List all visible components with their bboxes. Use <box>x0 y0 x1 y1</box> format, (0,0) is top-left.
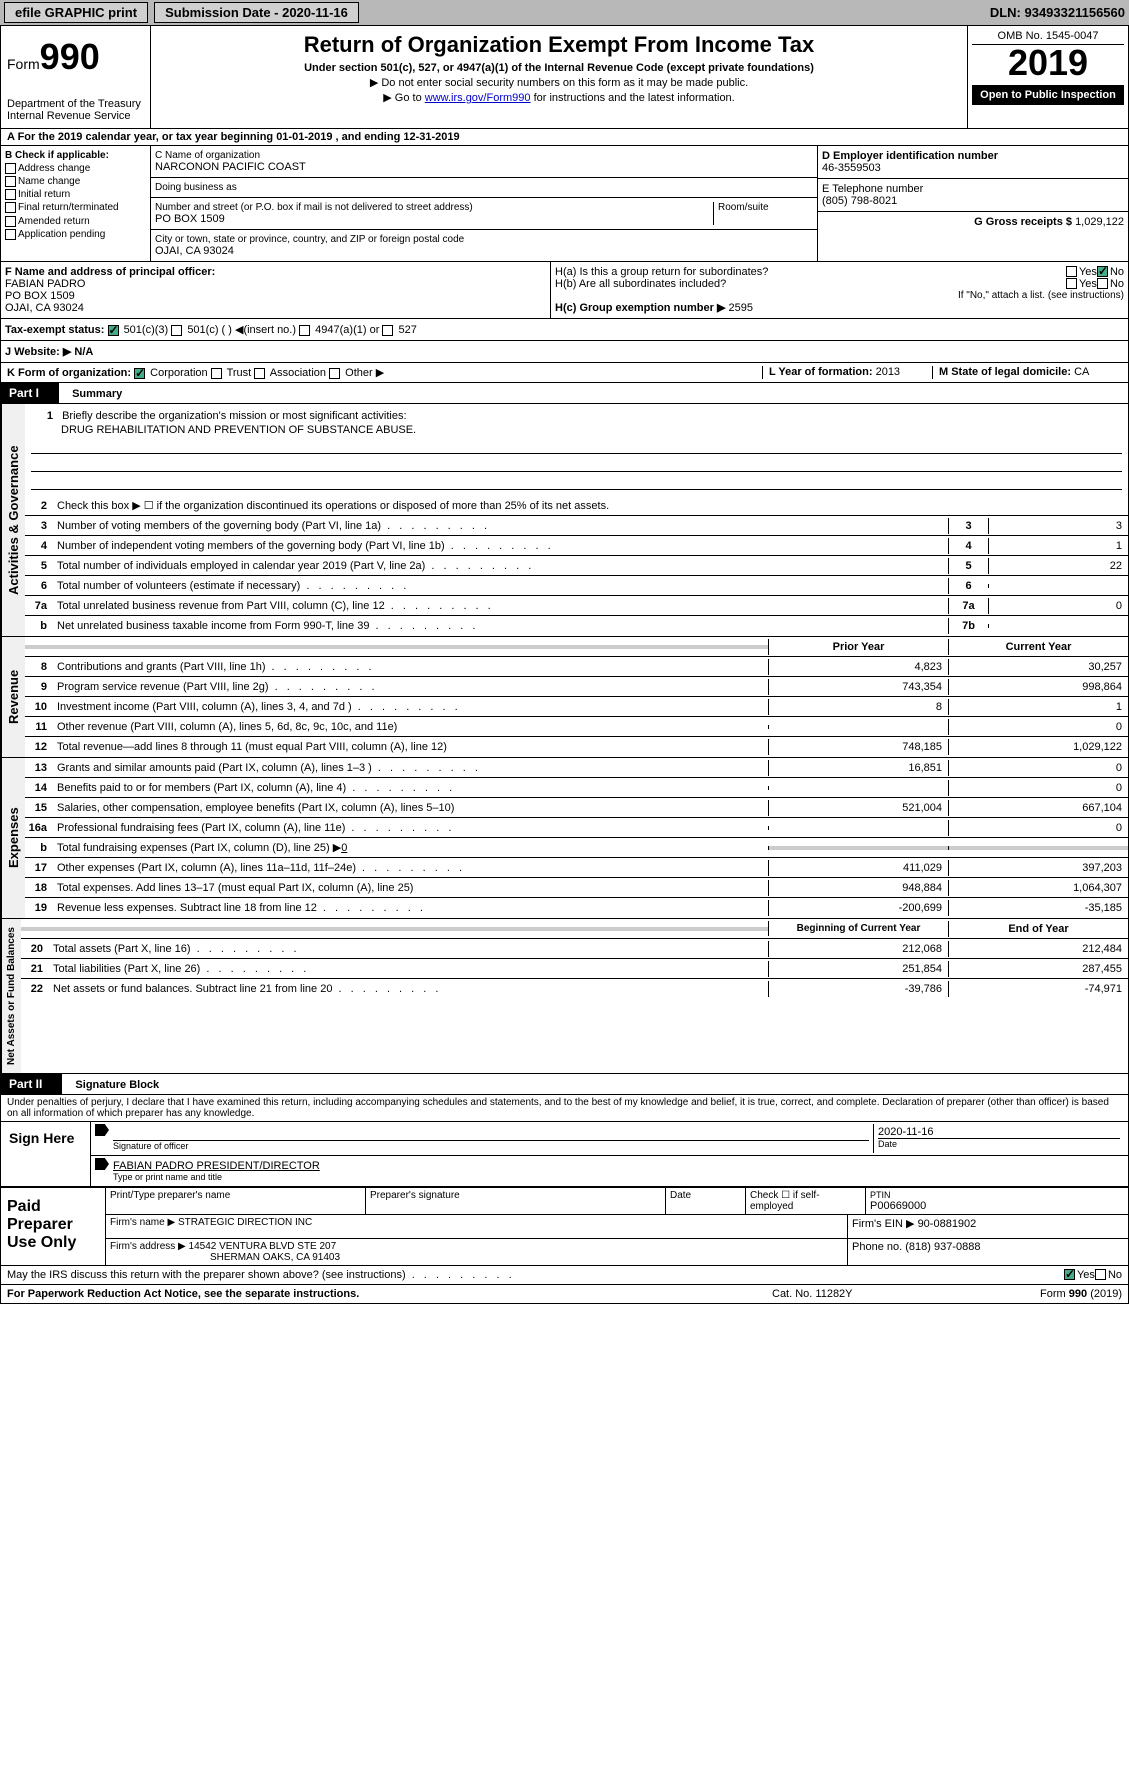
mission-text: DRUG REHABILITATION AND PREVENTION OF SU… <box>31 424 1122 436</box>
501c3-checkbox[interactable] <box>108 325 119 336</box>
netassets-section: Net Assets or Fund Balances Beginning of… <box>0 919 1129 1074</box>
state-domicile: CA <box>1074 366 1089 378</box>
v3: 3 <box>988 518 1128 534</box>
section-c: C Name of organization NARCONON PACIFIC … <box>151 146 818 261</box>
tax-year: 2019 <box>972 45 1124 81</box>
form-title: Return of Organization Exempt From Incom… <box>157 32 961 58</box>
expenses-section: Expenses 13Grants and similar amounts pa… <box>0 758 1129 919</box>
part2-header: Part II <box>1 1074 62 1094</box>
v6 <box>988 584 1128 588</box>
ha-yes[interactable] <box>1066 266 1077 277</box>
org-name: NARCONON PACIFIC COAST <box>155 161 813 173</box>
name-change-checkbox[interactable] <box>5 176 16 187</box>
topbar: efile GRAPHIC print Submission Date - 20… <box>0 0 1129 25</box>
street-address: PO BOX 1509 <box>155 213 713 225</box>
fh-row: F Name and address of principal officer:… <box>0 262 1129 319</box>
klm-row: K Form of organization: Corporation Trus… <box>0 363 1129 383</box>
v7a: 0 <box>988 598 1128 614</box>
assoc-checkbox[interactable] <box>254 368 265 379</box>
ha-no[interactable] <box>1097 266 1108 277</box>
discuss-row: May the IRS discuss this return with the… <box>0 1266 1129 1285</box>
form-subtitle: Under section 501(c), 527, or 4947(a)(1)… <box>157 62 961 74</box>
ij-row: Tax-exempt status: 501(c)(3) 501(c) ( ) … <box>0 319 1129 363</box>
info-grid: B Check if applicable: Address change Na… <box>0 146 1129 262</box>
irs-link[interactable]: www.irs.gov/Form990 <box>425 92 531 104</box>
form-number: Form990 <box>7 36 144 78</box>
corp-checkbox[interactable] <box>134 368 145 379</box>
527-checkbox[interactable] <box>382 325 393 336</box>
trust-checkbox[interactable] <box>211 368 222 379</box>
revenue-section: Revenue Prior YearCurrent Year 8Contribu… <box>0 637 1129 758</box>
other-checkbox[interactable] <box>329 368 340 379</box>
paid-preparer-section: Paid Preparer Use Only Print/Type prepar… <box>0 1188 1129 1266</box>
final-return-checkbox[interactable] <box>5 202 16 213</box>
officer-sig-name: FABIAN PADRO PRESIDENT/DIRECTOR <box>113 1160 1120 1172</box>
governance-section: Activities & Governance 1 Briefly descri… <box>0 404 1129 637</box>
goto-note: ▶ Go to www.irs.gov/Form990 for instruct… <box>157 91 961 104</box>
ein: 46-3559503 <box>822 162 1124 174</box>
sign-section: Sign Here Signature of officer 2020-11-1… <box>0 1122 1129 1188</box>
hb-yes[interactable] <box>1066 278 1077 289</box>
info-right: D Employer identification number 46-3559… <box>818 146 1128 261</box>
v5: 22 <box>988 558 1128 574</box>
period-row: A For the 2019 calendar year, or tax yea… <box>0 129 1129 146</box>
addr-change-checkbox[interactable] <box>5 163 16 174</box>
footer: For Paperwork Reduction Act Notice, see … <box>0 1285 1129 1304</box>
firm-phone: (818) 937-0888 <box>905 1241 980 1253</box>
firm-ein: 90-0881902 <box>918 1218 977 1230</box>
pending-checkbox[interactable] <box>5 229 16 240</box>
city-state-zip: OJAI, CA 93024 <box>155 245 813 257</box>
sig-arrow-icon <box>95 1124 109 1136</box>
submission-date: Submission Date - 2020-11-16 <box>154 2 359 23</box>
discuss-no[interactable] <box>1095 1269 1106 1280</box>
501c-checkbox[interactable] <box>171 325 182 336</box>
v7b <box>988 624 1128 628</box>
part1-header: Part I <box>1 383 59 403</box>
open-public-badge: Open to Public Inspection <box>972 85 1124 105</box>
dept-label: Department of the Treasury Internal Reve… <box>7 98 144 122</box>
dln: DLN: 93493321156560 <box>990 5 1125 20</box>
4947-checkbox[interactable] <box>299 325 310 336</box>
website-row: J Website: ▶ N/A <box>1 341 1128 362</box>
perjury-text: Under penalties of perjury, I declare th… <box>0 1095 1129 1122</box>
group-exemption: 2595 <box>728 302 752 314</box>
firm-name: STRATEGIC DIRECTION INC <box>178 1217 312 1228</box>
year-formation: 2013 <box>876 366 900 378</box>
initial-return-checkbox[interactable] <box>5 189 16 200</box>
section-b: B Check if applicable: Address change Na… <box>1 146 151 261</box>
gross-receipts: 1,029,122 <box>1075 216 1124 228</box>
name-arrow-icon <box>95 1158 109 1170</box>
officer-name: FABIAN PADRO <box>5 278 546 290</box>
efile-badge[interactable]: efile GRAPHIC print <box>4 2 148 23</box>
ptin: P00669000 <box>870 1200 1124 1212</box>
v4: 1 <box>988 538 1128 554</box>
form-header: Form990 Department of the Treasury Inter… <box>0 25 1129 129</box>
discuss-yes[interactable] <box>1064 1269 1075 1280</box>
amended-checkbox[interactable] <box>5 216 16 227</box>
ssn-note: ▶ Do not enter social security numbers o… <box>157 76 961 89</box>
phone: (805) 798-8021 <box>822 195 1124 207</box>
hb-no[interactable] <box>1097 278 1108 289</box>
